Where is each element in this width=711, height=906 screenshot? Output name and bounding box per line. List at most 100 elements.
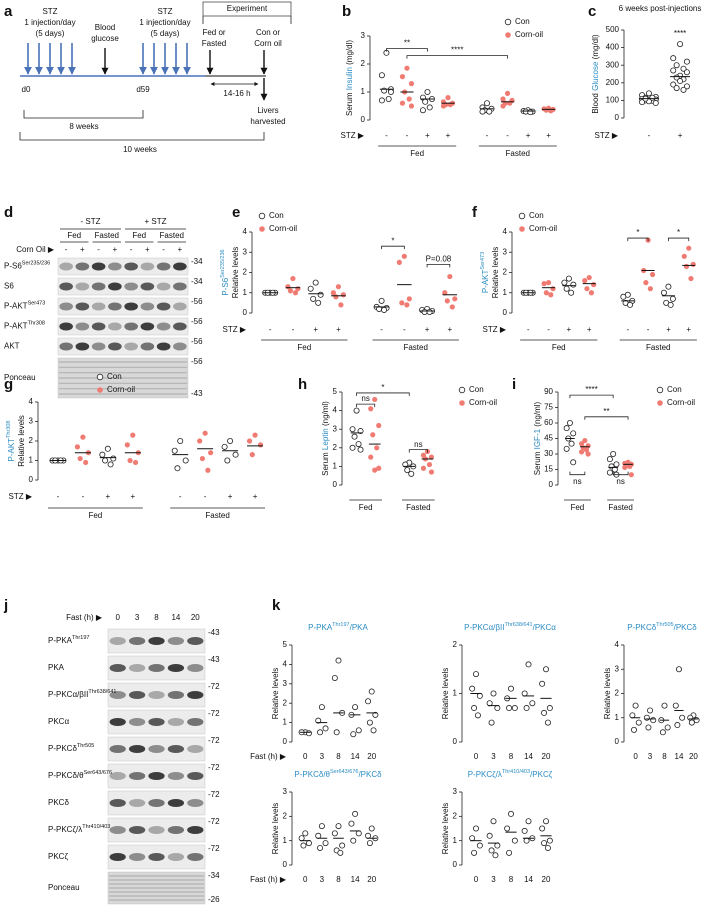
x-tick-label: 8: [336, 752, 341, 761]
schematic-text: STZ: [42, 7, 57, 16]
blot-band: [140, 322, 155, 331]
data-point: [365, 832, 372, 839]
x-tick-label: 14: [524, 875, 533, 884]
legend-label: Corn-oil: [515, 30, 543, 39]
data-point: [315, 832, 322, 839]
data-point: [492, 852, 499, 859]
x-tick-label: 0: [474, 875, 479, 884]
y-axis-label-part: P-AKT: [7, 438, 16, 462]
y-axis-label-part: (mg/dl): [591, 34, 600, 61]
row-label: STZ ▶: [341, 131, 365, 140]
data-point: [570, 430, 577, 437]
lane-label: 8: [154, 613, 159, 622]
data-point: [674, 722, 681, 729]
y-tick-label: 5: [333, 387, 338, 396]
blot-band: [148, 637, 165, 645]
blot-band: [173, 322, 187, 331]
lane-label: -: [65, 245, 68, 254]
group-label: Fed: [410, 149, 424, 158]
data-point: [331, 830, 338, 837]
y-axis-label: Relative levels: [271, 803, 280, 855]
data-point: [330, 290, 336, 296]
y-tick-label: 2: [615, 689, 620, 698]
data-point: [368, 454, 374, 460]
data-point: [310, 295, 317, 302]
y-axis-label: Relative levels: [491, 247, 500, 299]
y-tick-label: 400: [606, 43, 620, 52]
blot-band: [148, 718, 165, 726]
data-point: [523, 837, 530, 844]
panel-label: j: [3, 597, 8, 614]
stz-sign: +: [587, 325, 592, 334]
blot-header: - STZ: [81, 217, 101, 226]
data-point: [686, 245, 692, 251]
chart-title-part: Ser643/676: [330, 769, 358, 775]
data-point: [419, 107, 426, 114]
data-point: [351, 433, 358, 440]
stz-sign: -: [82, 492, 85, 501]
data-point: [483, 100, 490, 107]
legend-marker: [519, 226, 525, 232]
data-point: [99, 451, 106, 458]
significance-label: *: [677, 228, 680, 237]
significance-label: *: [636, 228, 639, 237]
data-point: [670, 81, 677, 88]
data-point: [677, 78, 684, 85]
x-tick-label: 14: [675, 752, 684, 761]
data-point: [507, 810, 514, 817]
significance-bracket: [569, 471, 586, 476]
schematic-text: Con or: [256, 28, 280, 37]
y-axis-label-part: Relative levels: [271, 803, 280, 855]
stz-sign: +: [446, 131, 451, 140]
significance-bracket: [406, 55, 508, 59]
significance-label: ns: [573, 477, 581, 486]
data-point: [422, 98, 429, 105]
significance-label: P=0.08: [426, 255, 452, 264]
data-point: [688, 719, 695, 726]
blot-row-label: P-AKTSer473: [4, 301, 45, 311]
data-point: [317, 291, 324, 298]
chart-title-part: /PKCζ: [530, 770, 553, 779]
data-point: [444, 298, 450, 304]
blot-band: [156, 302, 171, 311]
mw-label: -34: [208, 871, 220, 880]
y-axis-label-part: Ser235/236: [220, 249, 226, 277]
stz-sign: -: [380, 325, 383, 334]
blot-band: [187, 826, 204, 834]
y-axis-label: Blood Glucose (mg/dl): [591, 34, 600, 113]
y-tick-label: 3: [29, 417, 34, 426]
y-axis-label-part: Ser473: [480, 252, 486, 270]
data-point: [368, 406, 374, 412]
blot-band: [128, 799, 146, 807]
data-point: [673, 62, 680, 69]
y-axis-label-part: Serum: [345, 90, 354, 116]
y-tick-label: 4: [283, 660, 288, 669]
significance-bracket: [584, 416, 629, 420]
data-point: [659, 729, 666, 736]
chart-title: P-PKCζ/λThr410/403/PKCζ: [468, 769, 553, 779]
y-tick-label: 0: [333, 480, 338, 489]
data-point: [494, 705, 501, 712]
data-point: [366, 719, 373, 726]
data-point: [628, 472, 634, 478]
legend-marker: [96, 373, 104, 381]
blot-header: Fed: [67, 231, 81, 240]
significance-bracket: [386, 48, 428, 52]
stz-sign: +: [106, 492, 111, 501]
significance-bracket: [356, 403, 376, 408]
data-point: [404, 302, 410, 308]
mw-label: -56: [191, 337, 203, 346]
data-point: [335, 823, 342, 830]
mw-label: -43: [208, 628, 220, 637]
y-tick-label: 0: [29, 475, 34, 484]
y-axis-label-part: Leptin: [321, 428, 330, 450]
blot-row-label: Ponceau: [4, 373, 36, 382]
blot-row-label-part: P-AKT: [4, 302, 28, 311]
data-point: [376, 422, 382, 429]
blot-band: [167, 745, 185, 753]
blot-band: [59, 282, 73, 291]
stz-sign: +: [526, 131, 531, 140]
blot-band: [75, 322, 90, 331]
blot-band: [173, 302, 187, 311]
